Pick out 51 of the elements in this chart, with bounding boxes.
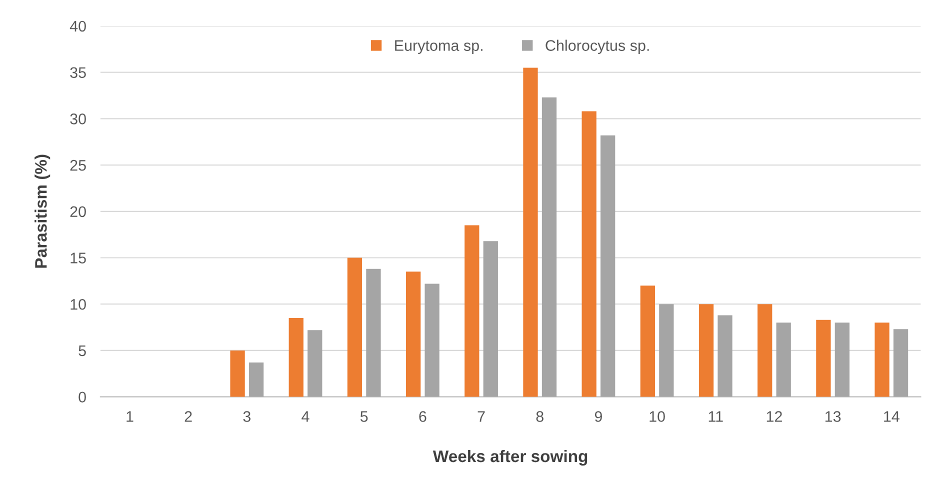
bar [874,322,890,397]
y-tick-label: 25 [70,160,86,171]
y-tick-label: 5 [78,345,86,356]
bar [659,304,674,397]
bar [758,304,772,397]
bar [600,135,616,397]
y-axis-title: Parasitism (%) [34,154,50,268]
y-tick-label: 30 [70,114,86,124]
x-tick-label: 4 [302,411,310,422]
x-tick-label: 7 [478,411,485,422]
x-tick-label: 13 [825,411,841,422]
y-tick-label: 10 [70,298,86,310]
bar [347,258,362,397]
x-tick-label: 5 [360,411,368,422]
bar [248,362,264,397]
x-tick-label: 12 [766,411,782,422]
bar [483,241,498,397]
x-tick-label: 8 [536,411,544,422]
bar [230,350,245,397]
legend-label: Eurytoma sp. [395,40,482,54]
bar [834,322,850,397]
x-tick-label: 14 [884,411,900,422]
x-tick-label: 6 [419,411,426,422]
bar [406,272,421,397]
x-tick-label: 2 [184,411,192,422]
x-tick-label: 1 [126,411,134,422]
bar [776,322,791,397]
bar [424,284,440,397]
bar [893,329,908,397]
x-tick-label: 10 [650,411,665,422]
bar [366,268,381,397]
bar [523,68,538,397]
x-tick-label: 9 [594,411,602,422]
bar [718,315,732,397]
bar [640,286,655,397]
bar [542,97,557,397]
bar [288,318,304,397]
bar [698,304,714,397]
x-tick-label: 11 [708,411,723,422]
y-tick-label: 15 [70,252,86,264]
x-tick-label: 3 [243,411,250,422]
y-tick-label: 40 [70,20,86,32]
x-axis-title: Weeks after sowing [432,450,588,466]
bar [308,330,322,397]
y-tick-label: 20 [70,206,86,218]
bar [816,320,831,397]
bar [464,225,480,397]
y-tick-label: 35 [70,67,86,78]
y-tick-label: 0 [78,392,86,403]
legend-label: Chlorocytus sp. [546,40,649,54]
bar [582,111,596,397]
